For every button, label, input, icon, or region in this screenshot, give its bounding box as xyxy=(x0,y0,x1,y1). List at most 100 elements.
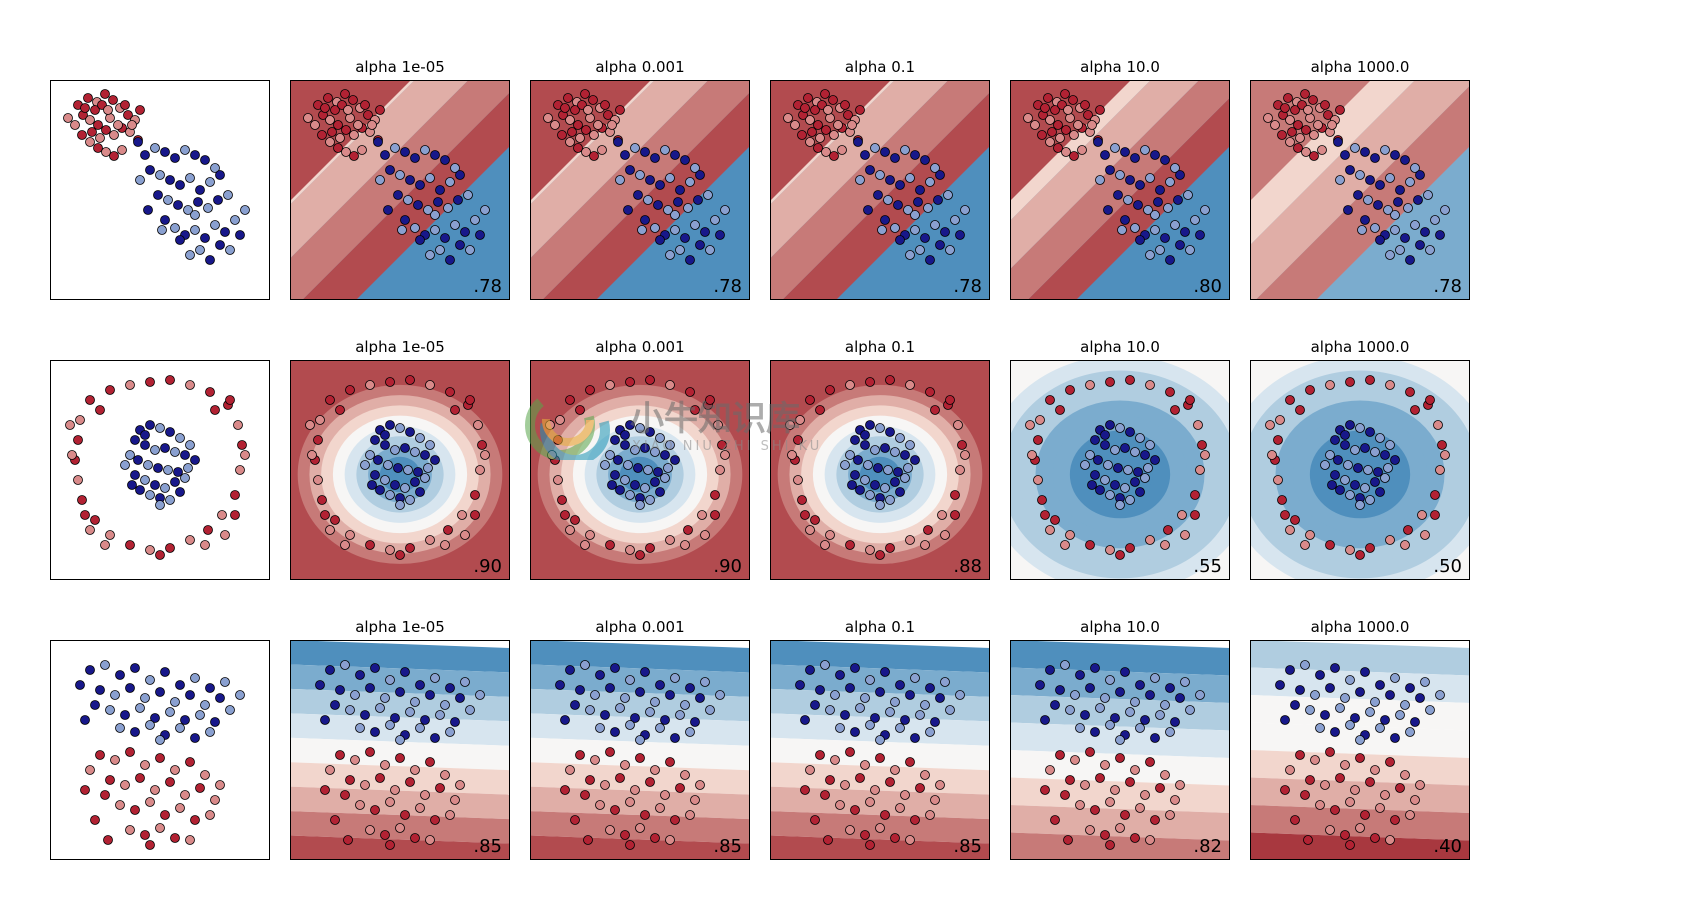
data-point xyxy=(384,461,393,470)
data-point xyxy=(411,698,420,707)
data-point xyxy=(891,448,900,457)
data-point xyxy=(346,531,355,540)
data-point xyxy=(694,196,703,205)
data-point xyxy=(84,94,93,103)
data-point xyxy=(391,446,400,455)
data-point xyxy=(334,144,343,153)
data-point xyxy=(126,541,135,550)
data-point xyxy=(1124,196,1133,205)
data-point xyxy=(566,396,575,405)
data-point xyxy=(816,406,825,415)
data-point xyxy=(806,766,815,775)
data-point xyxy=(1401,541,1410,550)
data-point xyxy=(696,241,705,250)
data-point xyxy=(571,516,580,525)
data-point xyxy=(1136,681,1145,690)
data-point xyxy=(96,406,105,415)
data-point xyxy=(861,151,870,160)
data-point xyxy=(1156,246,1165,255)
data-point xyxy=(161,484,170,493)
data-point xyxy=(1064,836,1073,845)
data-point xyxy=(1146,536,1155,545)
data-point xyxy=(1334,456,1343,465)
data-point xyxy=(134,456,143,465)
data-point xyxy=(396,688,405,697)
data-point xyxy=(466,706,475,715)
data-point xyxy=(426,758,435,767)
data-point xyxy=(411,834,420,843)
data-point xyxy=(871,144,880,153)
panel-title: alpha 1e-05 xyxy=(290,58,510,76)
data-point xyxy=(126,748,135,757)
panel-title: alpha 10.0 xyxy=(1010,338,1230,356)
data-point xyxy=(1131,766,1140,775)
data-point xyxy=(906,174,915,183)
data-point xyxy=(1184,191,1193,200)
data-point xyxy=(821,791,830,800)
data-point xyxy=(681,771,690,780)
data-point xyxy=(318,496,327,505)
data-point xyxy=(416,181,425,190)
data-point xyxy=(446,811,455,820)
data-point xyxy=(841,461,850,470)
data-point xyxy=(406,778,415,787)
data-point xyxy=(416,681,425,690)
data-point xyxy=(421,474,430,483)
accuracy-score: .85 xyxy=(473,836,502,857)
data-point xyxy=(1062,126,1071,135)
data-point xyxy=(1431,511,1440,520)
data-point xyxy=(381,476,390,485)
data-point xyxy=(166,544,175,553)
data-point xyxy=(691,221,700,230)
data-point xyxy=(1051,516,1060,525)
data-point xyxy=(876,424,885,433)
data-point xyxy=(561,786,570,795)
data-point xyxy=(141,431,150,440)
data-point xyxy=(1351,786,1360,795)
data-point xyxy=(1041,786,1050,795)
data-point xyxy=(461,228,470,237)
data-point xyxy=(386,721,395,730)
data-point xyxy=(218,511,227,520)
data-point xyxy=(808,128,817,137)
data-point xyxy=(1431,216,1440,225)
data-point xyxy=(81,786,90,795)
data-point xyxy=(206,388,215,397)
data-point xyxy=(131,471,140,480)
data-point xyxy=(411,224,420,233)
data-point xyxy=(426,691,435,700)
data-point xyxy=(596,724,605,733)
accuracy-score: .90 xyxy=(713,556,742,577)
data-point xyxy=(806,138,815,147)
data-point xyxy=(1091,436,1100,445)
data-point xyxy=(866,166,875,175)
data-point xyxy=(1391,151,1400,160)
panel-svg: .88 xyxy=(770,360,990,580)
data-point xyxy=(311,121,320,130)
data-point xyxy=(216,171,225,180)
data-point xyxy=(366,748,375,757)
panel-svg: .90 xyxy=(530,360,750,580)
data-point xyxy=(206,684,215,693)
data-point xyxy=(86,396,95,405)
data-point xyxy=(551,121,560,130)
data-point xyxy=(441,156,450,165)
data-point xyxy=(829,96,838,105)
data-point xyxy=(1141,716,1150,725)
data-point xyxy=(1151,816,1160,825)
data-point xyxy=(896,804,905,813)
data-point xyxy=(1088,481,1097,490)
data-point xyxy=(1161,541,1170,550)
data-point xyxy=(226,706,235,715)
data-point xyxy=(341,791,350,800)
data-point xyxy=(350,131,359,140)
data-point xyxy=(666,381,675,390)
data-point xyxy=(371,436,380,445)
data-point xyxy=(1284,94,1293,103)
data-point xyxy=(184,464,193,473)
data-point xyxy=(1056,134,1065,143)
data-point xyxy=(346,706,355,715)
data-point xyxy=(706,706,715,715)
data-point xyxy=(181,451,190,460)
data-point xyxy=(1376,681,1385,690)
